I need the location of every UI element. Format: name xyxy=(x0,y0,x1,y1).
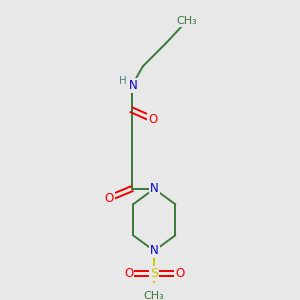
Text: CH₃: CH₃ xyxy=(176,16,197,26)
Text: O: O xyxy=(148,113,158,126)
Text: O: O xyxy=(124,267,134,280)
Text: H: H xyxy=(119,76,127,86)
Text: O: O xyxy=(175,267,184,280)
Text: CH₃: CH₃ xyxy=(144,291,165,300)
Text: N: N xyxy=(150,182,159,195)
Text: S: S xyxy=(150,267,158,280)
Text: N: N xyxy=(129,80,137,92)
Text: N: N xyxy=(150,244,159,257)
Text: O: O xyxy=(104,192,114,205)
